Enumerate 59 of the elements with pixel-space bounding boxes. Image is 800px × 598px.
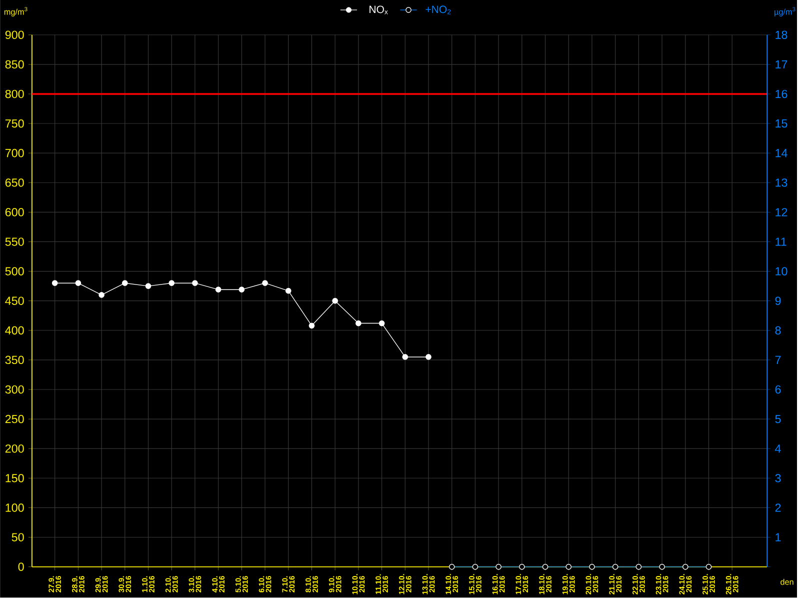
point — [332, 298, 338, 304]
y2-tick-label: 10 — [776, 267, 788, 276]
legend-label: +NO$_{2}$ — [426, 6, 451, 14]
y2-axis-title: µg/m$^{3}$ — [774, 7, 796, 17]
y-tick-label: 200 — [5, 444, 24, 453]
y-tick-label: 300 — [5, 385, 24, 394]
y2-tick-label: 1 — [776, 533, 781, 542]
y-axis-title: mg/m$^{3}$ — [4, 7, 28, 17]
point — [122, 280, 128, 286]
point — [215, 286, 222, 293]
point — [145, 283, 152, 290]
y-tick-label: 550 — [5, 238, 24, 246]
point — [426, 354, 432, 360]
y2-tick-label: 16 — [776, 90, 788, 98]
point — [308, 322, 315, 329]
y-tick-label: 250 — [5, 415, 24, 424]
point — [238, 286, 245, 293]
y-tick-label: 350 — [5, 356, 24, 364]
point — [378, 320, 385, 326]
point — [98, 292, 104, 298]
y-tick-label: 0 — [18, 562, 24, 572]
y2-tick-label: 9 — [775, 296, 781, 306]
point — [192, 280, 198, 286]
point — [285, 288, 292, 294]
y2-tick-label: 13 — [776, 178, 788, 187]
y2-tick-label: 3 — [775, 474, 781, 482]
point — [168, 280, 175, 286]
point — [52, 280, 58, 286]
point — [402, 354, 408, 360]
y-tick-label: 150 — [6, 474, 24, 482]
y-tick-label: 850 — [5, 60, 24, 69]
y-tick-label: 50 — [12, 533, 24, 542]
y2-tick-label: 7 — [775, 356, 781, 364]
point — [262, 280, 268, 286]
y2-tick-label: 5 — [775, 415, 781, 424]
y2-tick-label: 17 — [776, 60, 788, 69]
y-tick-label: 750 — [5, 119, 24, 128]
y2-tick-label: 2 — [775, 504, 781, 512]
y2-tick-label: 14 — [776, 149, 788, 158]
y-tick-label: 700 — [5, 149, 24, 158]
y2-tick-label: 18 — [776, 30, 788, 40]
y-tick-label: 650 — [5, 178, 24, 187]
y2-tick-label: 15 — [776, 120, 788, 128]
y-tick-label: 100 — [6, 504, 24, 512]
y-tick-label: 900 — [5, 30, 24, 40]
y2-tick-label: 8 — [775, 326, 781, 335]
y-tick-label: 800 — [5, 90, 24, 98]
y2-tick-label: 6 — [775, 385, 781, 394]
y-tick-label: 450 — [5, 296, 24, 306]
point — [75, 280, 82, 286]
y2-tick-label: 12 — [776, 208, 788, 216]
y2-tick-label: 11 — [776, 238, 786, 246]
point — [356, 320, 362, 326]
x-axis-title: den — [780, 579, 794, 585]
y-tick-label: 600 — [5, 208, 24, 216]
y2-tick-label: 4 — [775, 444, 781, 453]
y-tick-label: 500 — [5, 267, 24, 276]
legend-label: NO$_{x}$ — [370, 6, 388, 14]
y-tick-label: 400 — [5, 326, 24, 335]
